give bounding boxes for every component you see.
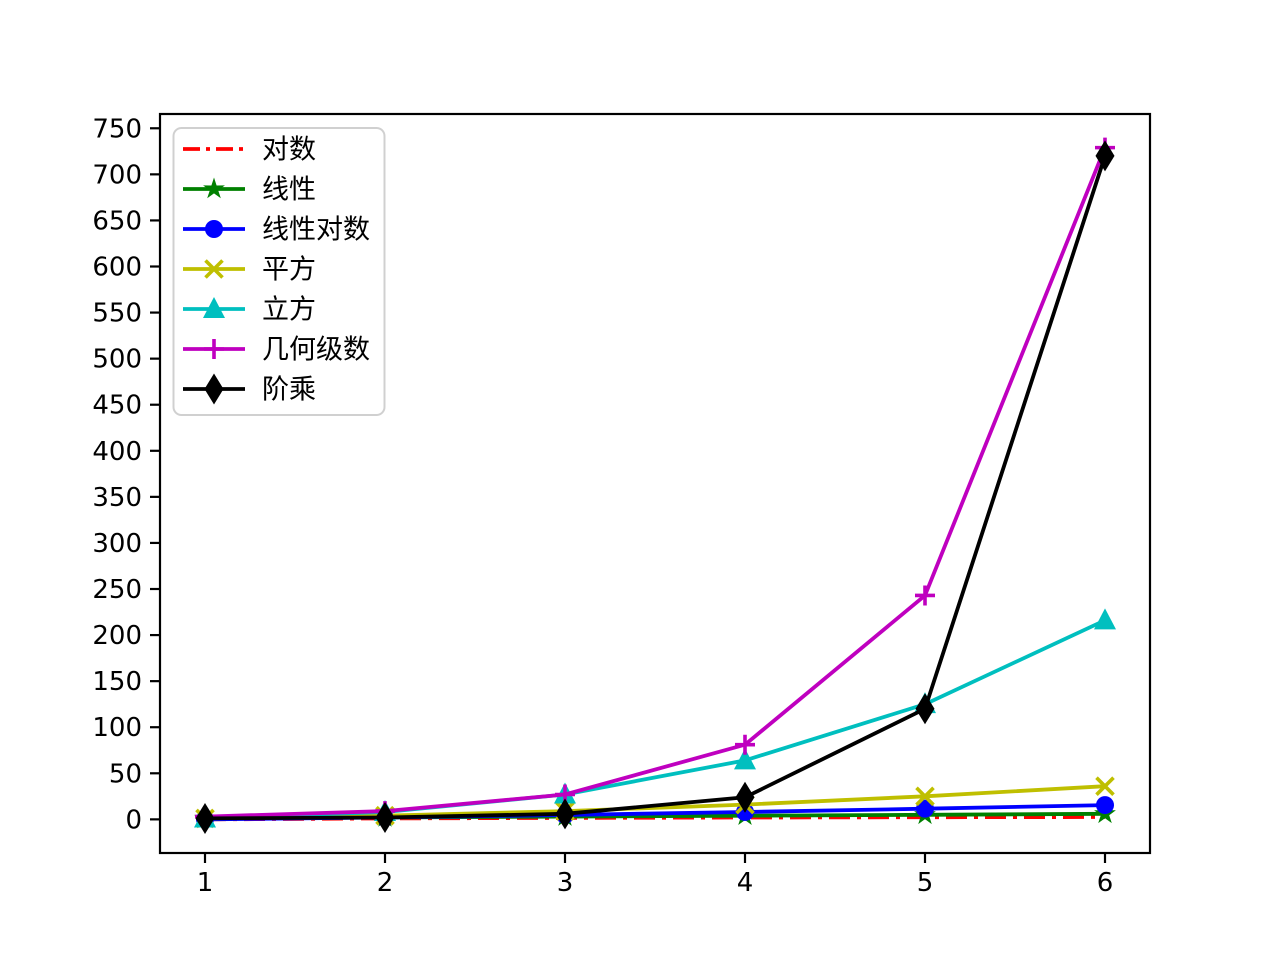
y-tick-label: 600 — [92, 252, 142, 282]
circle-marker-icon — [916, 799, 934, 818]
triangle-up-marker-icon — [203, 297, 225, 318]
legend-item-linearithmic: 线性对数 — [183, 215, 370, 246]
y-tick-label: 0 — [125, 805, 142, 835]
legend-item-factorial: 阶乘 — [183, 373, 316, 406]
plot-border — [158, 112, 1152, 855]
y-tick-label: 400 — [92, 437, 142, 467]
thin-diamond-marker-icon — [735, 781, 755, 813]
series-log-line — [204, 815, 1106, 822]
circle-marker-icon — [1096, 796, 1114, 815]
x-marker-icon — [915, 786, 935, 807]
circle-marker-icon — [205, 220, 223, 238]
plus-marker-icon — [915, 585, 935, 606]
legend-item-geometric: 几何级数 — [183, 335, 370, 366]
plus-marker-icon — [735, 734, 755, 755]
thin-diamond-marker-icon — [375, 802, 395, 834]
x-tick-label: 4 — [737, 868, 754, 898]
y-tick-label: 750 — [92, 114, 142, 144]
legend-box — [172, 127, 386, 416]
legend-item-square: 平方 — [183, 255, 316, 286]
y-tick-label: 150 — [92, 667, 142, 697]
legend-label: 线性对数 — [262, 215, 370, 246]
legend-label: 平方 — [262, 255, 316, 286]
y-tick-label: 700 — [92, 160, 142, 190]
thin-diamond-marker-icon — [1095, 140, 1115, 172]
y-tick-label: 100 — [92, 713, 142, 743]
y-tick-label: 450 — [92, 391, 142, 421]
axis-ticks: 0 50 100 150 200 250 300 350 400 450 500 550 600 650 7… — [92, 114, 1113, 898]
series-geometric-line — [204, 146, 1107, 819]
plus-marker-icon — [204, 339, 224, 359]
y-tick-label: 550 — [92, 299, 142, 329]
x-marker-icon — [204, 259, 224, 279]
y-tick-label: 250 — [92, 575, 142, 605]
legend-item-linear: 线性 — [183, 175, 316, 206]
x-marker-icon — [1095, 776, 1115, 796]
x-tick-label: 3 — [557, 868, 574, 898]
x-tick-label: 6 — [1097, 868, 1114, 898]
legend-label: 立方 — [262, 295, 316, 326]
legend-label: 几何级数 — [262, 335, 370, 366]
triangle-up-marker-icon — [1094, 608, 1116, 630]
legend-label: 阶乘 — [262, 375, 316, 406]
thin-diamond-marker-icon — [915, 693, 935, 725]
y-tick-label: 500 — [92, 345, 142, 375]
x-tick-label: 2 — [377, 868, 394, 898]
star-marker-icon — [203, 177, 225, 199]
y-tick-label: 650 — [92, 206, 142, 236]
legend-label: 对数 — [262, 135, 316, 166]
series-log — [204, 815, 1106, 822]
y-tick-label: 300 — [92, 529, 142, 559]
y-tick-label: 50 — [109, 759, 142, 789]
thin-diamond-marker-icon — [555, 798, 575, 830]
x-tick-label: 1 — [197, 868, 214, 898]
thin-diamond-marker-icon — [204, 373, 224, 405]
legend-label: 线性 — [262, 175, 316, 206]
series-factorial — [195, 140, 1115, 834]
thin-diamond-marker-icon — [195, 802, 215, 834]
x-tick-label: 5 — [917, 868, 934, 898]
triangle-up-marker-icon — [734, 748, 756, 770]
series-factorial-line — [204, 155, 1107, 821]
series-cube-line — [204, 618, 1106, 821]
legend-item-cube: 立方 — [183, 295, 316, 326]
y-tick-label: 200 — [92, 621, 142, 651]
legend-item-log: 对数 — [183, 135, 316, 166]
y-tick-label: 350 — [92, 483, 142, 513]
